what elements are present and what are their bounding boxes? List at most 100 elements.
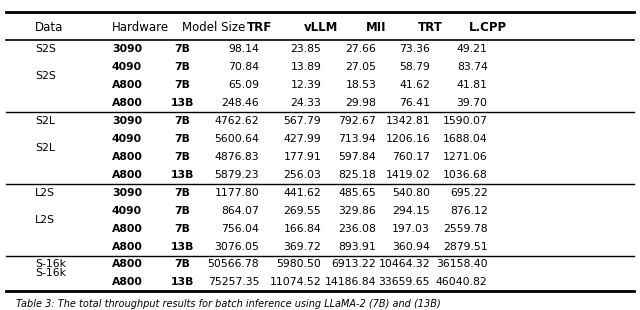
Text: 3090: 3090 [112, 116, 142, 126]
Text: 1177.80: 1177.80 [214, 188, 259, 198]
Text: 7B: 7B [175, 224, 190, 234]
Text: A800: A800 [112, 277, 143, 287]
Text: 41.62: 41.62 [399, 80, 430, 90]
Text: 1590.07: 1590.07 [443, 116, 488, 126]
Text: 360.94: 360.94 [392, 241, 430, 251]
Text: 49.21: 49.21 [457, 44, 488, 54]
Text: 7B: 7B [175, 116, 190, 126]
Text: S2L: S2L [35, 143, 55, 153]
Text: 46040.82: 46040.82 [436, 277, 488, 287]
Text: 269.55: 269.55 [284, 206, 321, 216]
Text: 5600.64: 5600.64 [214, 134, 259, 144]
Text: 4762.62: 4762.62 [214, 116, 259, 126]
Text: 7B: 7B [175, 259, 190, 269]
Text: 792.67: 792.67 [339, 116, 376, 126]
Text: A800: A800 [112, 152, 143, 162]
Text: 24.33: 24.33 [291, 98, 321, 108]
Text: A800: A800 [112, 80, 143, 90]
Text: S2S: S2S [35, 71, 56, 81]
Text: 427.99: 427.99 [284, 134, 321, 144]
Text: 4876.83: 4876.83 [214, 152, 259, 162]
Text: S-16k: S-16k [35, 259, 66, 269]
Text: 14186.84: 14186.84 [325, 277, 376, 287]
Text: 1419.02: 1419.02 [385, 170, 430, 180]
Text: 485.65: 485.65 [339, 188, 376, 198]
Text: 4090: 4090 [112, 62, 142, 72]
Text: 540.80: 540.80 [392, 188, 430, 198]
Text: 695.22: 695.22 [450, 188, 488, 198]
Text: 13B: 13B [171, 170, 194, 180]
Text: 7B: 7B [175, 62, 190, 72]
Text: 825.18: 825.18 [339, 170, 376, 180]
Text: 27.66: 27.66 [346, 44, 376, 54]
Text: 13B: 13B [171, 241, 194, 251]
Text: TRF: TRF [246, 21, 272, 34]
Text: 329.86: 329.86 [339, 206, 376, 216]
Text: 27.05: 27.05 [346, 62, 376, 72]
Text: 11074.52: 11074.52 [269, 277, 321, 287]
Text: 13.89: 13.89 [291, 62, 321, 72]
Text: 73.36: 73.36 [399, 44, 430, 54]
Text: TRT: TRT [418, 21, 442, 34]
Text: 7B: 7B [175, 188, 190, 198]
Text: 567.79: 567.79 [284, 116, 321, 126]
Text: 4090: 4090 [112, 134, 142, 144]
Text: Table 3: The total throughput results for batch inference using LLaMA-2 (7B) and: Table 3: The total throughput results fo… [16, 299, 441, 309]
Text: 7B: 7B [175, 206, 190, 216]
Text: 1688.04: 1688.04 [443, 134, 488, 144]
Text: 893.91: 893.91 [339, 241, 376, 251]
Text: 50566.78: 50566.78 [207, 259, 259, 269]
Text: 6913.22: 6913.22 [332, 259, 376, 269]
Text: 83.74: 83.74 [457, 62, 488, 72]
Text: 1342.81: 1342.81 [385, 116, 430, 126]
Text: L.CPP: L.CPP [468, 21, 507, 34]
Text: 3090: 3090 [112, 188, 142, 198]
Text: Model Size: Model Size [182, 21, 246, 34]
Text: 7B: 7B [175, 44, 190, 54]
Text: 369.72: 369.72 [284, 241, 321, 251]
Text: S2S: S2S [35, 44, 56, 54]
Text: 10464.32: 10464.32 [378, 259, 430, 269]
Text: A800: A800 [112, 241, 143, 251]
Text: 13B: 13B [171, 277, 194, 287]
Text: 7B: 7B [175, 134, 190, 144]
Text: vLLM: vLLM [304, 21, 339, 34]
Text: 756.04: 756.04 [221, 224, 259, 234]
Text: 713.94: 713.94 [339, 134, 376, 144]
Text: 7B: 7B [175, 80, 190, 90]
Text: 70.84: 70.84 [228, 62, 259, 72]
Text: 23.85: 23.85 [291, 44, 321, 54]
Text: 58.79: 58.79 [399, 62, 430, 72]
Text: L2S: L2S [35, 215, 55, 225]
Text: 1036.68: 1036.68 [443, 170, 488, 180]
Text: A800: A800 [112, 259, 143, 269]
Text: 13B: 13B [171, 98, 194, 108]
Text: 39.70: 39.70 [457, 98, 488, 108]
Text: 864.07: 864.07 [221, 206, 259, 216]
Text: L2S: L2S [35, 188, 55, 198]
Text: Data: Data [35, 21, 63, 34]
Text: 1271.06: 1271.06 [443, 152, 488, 162]
Text: 41.81: 41.81 [457, 80, 488, 90]
Text: A800: A800 [112, 224, 143, 234]
Text: S-16k: S-16k [35, 268, 66, 278]
Text: 7B: 7B [175, 152, 190, 162]
Text: 166.84: 166.84 [284, 224, 321, 234]
Text: 597.84: 597.84 [339, 152, 376, 162]
Text: A800: A800 [112, 170, 143, 180]
Text: 197.03: 197.03 [392, 224, 430, 234]
Text: S2L: S2L [35, 116, 55, 126]
Text: 36158.40: 36158.40 [436, 259, 488, 269]
Text: 76.41: 76.41 [399, 98, 430, 108]
Text: 4090: 4090 [112, 206, 142, 216]
Text: 3090: 3090 [112, 44, 142, 54]
Text: 760.17: 760.17 [392, 152, 430, 162]
Text: 1206.16: 1206.16 [385, 134, 430, 144]
Text: 29.98: 29.98 [346, 98, 376, 108]
Text: 876.12: 876.12 [450, 206, 488, 216]
Text: 12.39: 12.39 [291, 80, 321, 90]
Text: 75257.35: 75257.35 [208, 277, 259, 287]
Text: 248.46: 248.46 [221, 98, 259, 108]
Text: 3076.05: 3076.05 [214, 241, 259, 251]
Text: A800: A800 [112, 98, 143, 108]
